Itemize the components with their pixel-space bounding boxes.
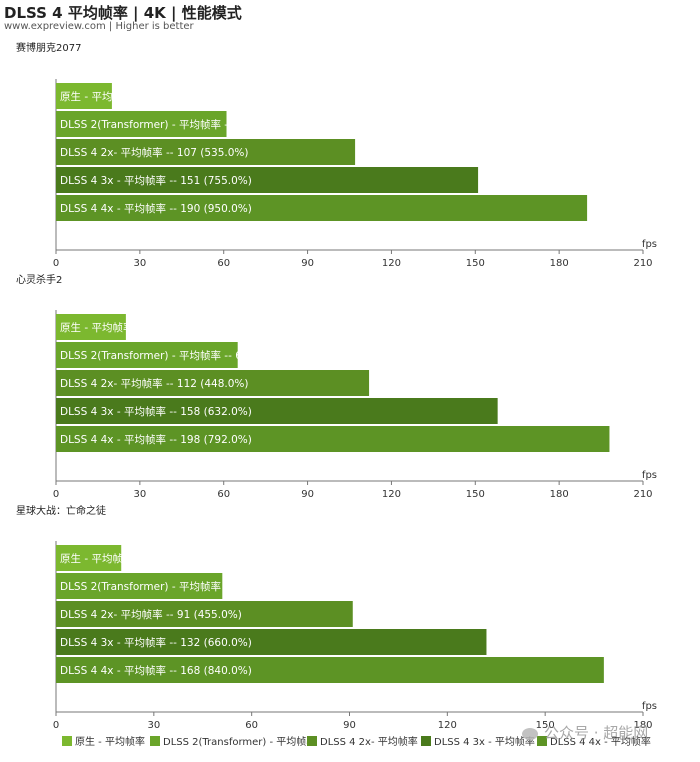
- x-tick-label: 60: [217, 258, 230, 269]
- legend-item: DLSS 4 2x- 平均帧率: [320, 735, 418, 748]
- bar: [56, 573, 223, 599]
- bar-label: DLSS 4 2x- 平均帧率 -- 112 (448.0%): [60, 377, 249, 390]
- x-tick-label: 120: [382, 489, 401, 500]
- bar-label: DLSS 4 3x - 平均帧率 -- 151 (755.0%): [60, 174, 252, 187]
- bar: [56, 139, 356, 165]
- bar-label: DLSS 2(Transformer) - 平均帧率 -- 65 (260.0%…: [60, 349, 300, 362]
- x-tick-label: 210: [633, 489, 652, 500]
- bar: [56, 545, 122, 571]
- bar-label: DLSS 4 4x - 平均帧率 -- 190 (950.0%): [60, 202, 252, 215]
- bar: [56, 601, 353, 627]
- x-tick-label: 30: [133, 258, 146, 269]
- bar-label: 原生 - 平均帧率 -- 20 (100.0%): [60, 552, 213, 565]
- x-tick-label: 30: [147, 720, 160, 731]
- bar: [56, 426, 610, 452]
- x-tick-label: 180: [550, 489, 569, 500]
- bar-label: DLSS 4 3x - 平均帧率 -- 158 (632.0%): [60, 405, 252, 418]
- legend-swatch: [537, 736, 547, 746]
- bar: [56, 629, 487, 655]
- x-tick-label: 120: [438, 720, 457, 731]
- x-tick-label: 150: [536, 720, 555, 731]
- bar: [56, 657, 604, 683]
- x-tick-label: 90: [343, 720, 356, 731]
- chart-title: 星球大战：亡命之徒: [16, 504, 106, 517]
- x-tick-label: 180: [633, 720, 652, 731]
- bar-label: 原生 - 平均帧率 -- 25 (100.0%): [60, 321, 213, 334]
- x-tick-label: 180: [550, 258, 569, 269]
- page-subtitle: www.expreview.com | Higher is better: [4, 21, 194, 32]
- x-tick-label: 120: [382, 258, 401, 269]
- x-tick-label: 150: [466, 489, 485, 500]
- bar: [56, 370, 370, 396]
- bar-label: DLSS 4 3x - 平均帧率 -- 132 (660.0%): [60, 636, 252, 649]
- x-tick-label: 60: [245, 720, 258, 731]
- legend-swatch: [62, 736, 72, 746]
- legend-item: 原生 - 平均帧率: [75, 735, 145, 748]
- x-axis-unit: fps: [642, 470, 657, 481]
- legend-item: DLSS 4 3x - 平均帧率: [434, 735, 535, 748]
- bar-label: DLSS 4 4x - 平均帧率 -- 198 (792.0%): [60, 433, 252, 446]
- chart-title: 赛博朋克2077: [16, 41, 81, 54]
- legend-swatch: [421, 736, 431, 746]
- legend-item: DLSS 2(Transformer) - 平均帧率: [163, 735, 316, 748]
- legend-item: DLSS 4 4x - 平均帧率: [550, 735, 651, 748]
- bar-label: DLSS 2(Transformer) - 平均帧率 -- 51 (255.0%…: [60, 580, 300, 593]
- x-tick-label: 30: [133, 489, 146, 500]
- bar: [56, 83, 112, 109]
- bar: [56, 195, 588, 221]
- watermark-text: 公众号 · 超能网: [544, 724, 649, 742]
- x-tick-label: 150: [466, 258, 485, 269]
- bar: [56, 167, 479, 193]
- bar: [56, 314, 126, 340]
- bar-label: 原生 - 平均帧率 -- 20 (100.0%): [60, 90, 213, 103]
- bar-label: DLSS 4 2x- 平均帧率 -- 107 (535.0%): [60, 146, 249, 159]
- bar: [56, 111, 227, 137]
- x-axis-unit: fps: [642, 701, 657, 712]
- bar: [56, 342, 238, 368]
- x-axis-unit: fps: [642, 239, 657, 250]
- x-tick-label: 90: [301, 489, 314, 500]
- bar-label: DLSS 2(Transformer) - 平均帧率 -- 61 (305.0%…: [60, 118, 300, 131]
- legend-swatch: [150, 736, 160, 746]
- x-tick-label: 60: [217, 489, 230, 500]
- bar-label: DLSS 4 2x- 平均帧率 -- 91 (455.0%): [60, 608, 242, 621]
- x-tick-label: 0: [53, 258, 59, 269]
- x-tick-label: 210: [633, 258, 652, 269]
- bar-label: DLSS 4 4x - 平均帧率 -- 168 (840.0%): [60, 664, 252, 677]
- x-tick-label: 0: [53, 720, 59, 731]
- x-tick-label: 0: [53, 489, 59, 500]
- watermark: 公众号 · 超能网: [522, 722, 648, 743]
- bar: [56, 398, 498, 424]
- chart-title: 心灵杀手2: [16, 273, 62, 286]
- wechat-logo-icon: [522, 727, 538, 740]
- page-title: DLSS 4 平均帧率 | 4K | 性能模式: [4, 4, 242, 22]
- x-tick-label: 90: [301, 258, 314, 269]
- legend-swatch: [307, 736, 317, 746]
